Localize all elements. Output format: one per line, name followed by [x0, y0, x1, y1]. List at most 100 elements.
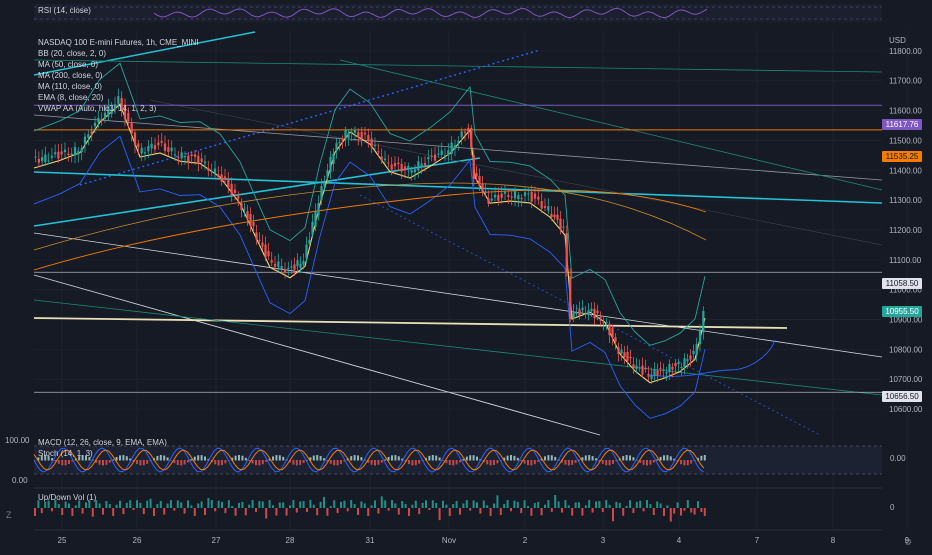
volume-bar [448, 508, 451, 516]
candle-body [575, 312, 578, 314]
candle-body [559, 218, 562, 230]
candle-body [130, 122, 133, 134]
volume-bar [544, 504, 546, 508]
volume-legend[interactable]: Up/Down Vol (1) [38, 492, 96, 503]
symbol-title: NASDAQ 100 E-mini Futures, 1h, CME_MINI [38, 38, 199, 47]
candle-body [123, 104, 127, 120]
macd-histogram-bar [571, 460, 574, 465]
macd-histogram-bar [581, 457, 584, 461]
oscillator-legend[interactable]: MACD (12, 26, close, 9, EMA, EMA) Stoch … [38, 437, 167, 459]
volume-bar [139, 502, 142, 508]
macd-histogram-bar [200, 455, 203, 461]
candle-body [240, 203, 243, 210]
volume-bar [309, 500, 312, 508]
macd-histogram-bar [540, 458, 543, 461]
volume-bar [258, 501, 261, 508]
macd-histogram-bar [472, 455, 475, 461]
volume-bar [421, 502, 424, 508]
rsi-legend[interactable]: RSI (14, close) [38, 5, 91, 16]
volume-bar [523, 500, 526, 508]
volume-bar [625, 505, 628, 508]
main-legend[interactable]: NASDAQ 100 E-mini Futures, 1h, CME_MINI … [38, 37, 199, 114]
candle-body [57, 151, 60, 159]
candle-body [659, 368, 662, 370]
indicator-bb[interactable]: BB (20, close, 2, 0) [38, 49, 107, 58]
volume-bar [503, 504, 506, 508]
price-tick-label: 11700.00 [889, 77, 922, 86]
candle-body [317, 203, 320, 216]
volume-bar [438, 508, 441, 521]
volume-bar [646, 500, 648, 508]
candle-body [150, 143, 153, 149]
volume-bar [289, 505, 291, 508]
macd-histogram-bar [37, 457, 40, 461]
candle-body [180, 152, 183, 159]
macd-histogram-bar [224, 460, 227, 464]
settings-gear-icon[interactable]: ⚙ [904, 537, 913, 547]
candle-body [671, 366, 674, 370]
macd-histogram-bar [397, 456, 400, 461]
candle-body [120, 98, 123, 111]
indicator-ma50[interactable]: MA (50, close, 0) [38, 60, 99, 69]
candle-body [249, 214, 252, 226]
macd-histogram-bar [703, 455, 706, 461]
volume-bar [125, 502, 128, 508]
candle-body [487, 198, 490, 204]
volume-bar [567, 505, 570, 508]
volume-bar [601, 508, 604, 512]
macd-histogram-bar [411, 460, 414, 466]
macd-histogram-bar [442, 460, 444, 461]
volume-bar [85, 502, 87, 508]
candle-body [347, 133, 350, 138]
macd-histogram-bar [649, 460, 652, 465]
volume-bar [635, 501, 638, 508]
price-tick-label: 11100.00 [889, 256, 922, 265]
macd-histogram-bar [690, 460, 693, 464]
candle-body [363, 132, 367, 135]
candle-body [427, 157, 430, 160]
candle-body [527, 193, 530, 195]
tv-logo-icon[interactable]: Z [6, 510, 12, 520]
macd-histogram-bar [632, 457, 635, 461]
price-axis[interactable]: 10600.00 10700.00 10800.00 10900.00 11000.00… [889, 47, 923, 414]
volume-bar [340, 501, 342, 508]
candle-body [397, 162, 400, 165]
indicator-vwap[interactable]: VWAP AA (Auto, hlc3, 14, 1, 2, 3) [38, 104, 157, 113]
price-tag-purple: 11617.76 [882, 119, 922, 130]
volume-bar [703, 508, 706, 516]
indicator-ema8[interactable]: EMA (8, close, 20) [38, 93, 104, 102]
candle-body [423, 163, 427, 166]
candle-body [605, 322, 608, 324]
volume-bar [554, 495, 557, 508]
volume-bar [231, 505, 234, 508]
macd-histogram-bar [384, 459, 387, 461]
volume-bar [265, 508, 268, 519]
macd-histogram-bar [207, 458, 210, 461]
candle-body [207, 167, 210, 171]
candle-body [668, 364, 671, 373]
candle-body [34, 156, 37, 158]
price-tick-label: 11300.00 [889, 196, 922, 205]
volume-label: Up/Down Vol (1) [38, 493, 97, 502]
indicator-ma110[interactable]: MA (110, close, 0) [38, 82, 102, 91]
candle-body [290, 266, 293, 268]
candle-body [629, 356, 632, 359]
volume-bar [683, 508, 686, 511]
time-axis[interactable]: 25 26 27 28 31 Nov 2 3 4 7 8 9 [58, 536, 910, 545]
macd-histogram-bar [469, 455, 472, 461]
volume-bar [370, 505, 373, 508]
candle-body [311, 221, 314, 235]
candle-body [60, 151, 63, 155]
macd-histogram-bar [510, 455, 512, 461]
volume-bar [166, 503, 169, 508]
volume-bar [431, 500, 434, 508]
candle-body [107, 106, 110, 118]
candle-body [147, 146, 150, 152]
candle-body [447, 150, 450, 156]
volume-bar [533, 502, 536, 508]
indicator-ma200[interactable]: MA (200, close, 0) [38, 71, 103, 80]
macd-histogram-bar [248, 460, 251, 461]
candle-body [73, 146, 77, 156]
candle-body [662, 369, 665, 371]
